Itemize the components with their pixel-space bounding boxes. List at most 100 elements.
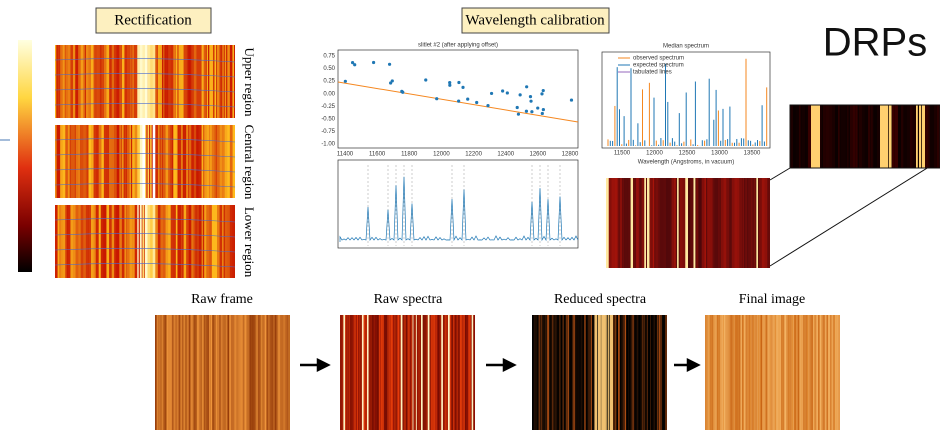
image-stripe: [111, 205, 116, 278]
image-stripe: [116, 45, 121, 118]
legend-label: observed spectrum: [633, 56, 684, 62]
image-stripe: [545, 315, 547, 430]
image-stripe: [444, 315, 447, 430]
scatter-point: [353, 63, 357, 67]
image-stripe: [98, 45, 101, 118]
image-stripe: [777, 315, 779, 430]
image-stripe: [760, 315, 763, 430]
image-stripe: [222, 125, 226, 198]
image-stripe: [889, 105, 892, 168]
image-stripe: [718, 178, 720, 268]
image-stripe: [83, 205, 87, 278]
image-stripe: [582, 315, 584, 430]
image-stripe: [227, 315, 230, 430]
plot-frame: [337, 49, 579, 149]
image-stripe: [170, 45, 174, 118]
image-stripe: [834, 315, 837, 430]
image-stripe: [599, 315, 601, 430]
image-stripe: [246, 315, 248, 430]
image-stripe: [225, 315, 228, 430]
scatter-point: [536, 106, 540, 110]
image-stripe: [230, 315, 234, 430]
image-stripe: [111, 45, 115, 118]
image-stripe: [451, 315, 454, 430]
image-stripe: [540, 315, 543, 430]
image-stripe: [925, 105, 929, 168]
image-stripe: [901, 105, 904, 168]
image-stripe: [209, 45, 213, 118]
image-stripe: [119, 45, 122, 118]
image-stripe: [759, 178, 763, 268]
image-stripe: [816, 315, 818, 430]
image-stripe: [249, 315, 252, 430]
image-stripe: [607, 315, 609, 430]
image-stripe: [165, 205, 170, 278]
plot-title: slitlet #2 (after applying offset): [418, 43, 498, 49]
image-stripe: [219, 45, 222, 118]
image-stripe: [784, 315, 787, 430]
image-stripe: [640, 315, 642, 430]
scatter-point: [475, 100, 479, 105]
image-stripe: [826, 315, 828, 430]
image-stripe: [176, 315, 179, 430]
image-stripe: [217, 315, 220, 430]
image-stripe: [708, 315, 710, 430]
image-stripe: [91, 205, 95, 278]
image-stripe: [786, 315, 789, 430]
image-stripe: [743, 315, 747, 430]
image-stripe: [466, 315, 468, 430]
image-stripe: [195, 315, 197, 430]
image-stripe: [417, 315, 420, 430]
image-stripe: [121, 205, 126, 278]
image-stripe: [895, 105, 899, 168]
image-stripe: [712, 178, 715, 268]
image-stripe: [770, 315, 773, 430]
image-stripe: [596, 315, 598, 430]
image-stripe: [394, 315, 396, 430]
image-stripe: [252, 315, 255, 430]
image-stripe: [367, 315, 369, 430]
image-stripe: [454, 315, 457, 430]
section-title: Wavelength calibration: [465, 12, 605, 28]
image-stripe: [802, 315, 805, 430]
scatter-point: [461, 85, 465, 89]
image-stripe: [732, 315, 734, 430]
image-stripe: [402, 315, 405, 430]
image-stripe: [132, 125, 136, 198]
image-stripe: [456, 315, 459, 430]
image-stripe: [183, 315, 185, 430]
image-stripe: [791, 315, 792, 430]
image-stripe: [163, 315, 166, 430]
image-stripe: [619, 315, 622, 430]
scatter-point: [350, 61, 355, 65]
image-stripe: [853, 105, 856, 168]
image-stripe: [730, 315, 733, 430]
image-stripe: [750, 178, 753, 268]
image-stripe: [170, 315, 173, 430]
image-stripe: [382, 315, 385, 430]
trace-line: [54, 168, 236, 173]
image-stripe: [685, 178, 690, 268]
image-stripe: [390, 315, 393, 430]
image-stripe: [829, 105, 833, 168]
image-stripe: [674, 178, 676, 268]
arrows: [300, 357, 701, 373]
scatter-point: [457, 99, 461, 103]
image-stripe: [211, 125, 215, 198]
image-stripe: [636, 315, 639, 430]
image-stripe: [757, 315, 759, 430]
image-stripe: [395, 315, 398, 430]
image-stripe: [647, 178, 650, 268]
image-stripe: [114, 125, 118, 198]
image-stripe: [259, 315, 261, 430]
image-stripe: [182, 315, 184, 430]
image-stripe: [360, 315, 362, 430]
image-stripe: [619, 178, 623, 268]
image-stripe: [643, 315, 646, 430]
image-stripe: [811, 105, 816, 168]
image-stripe: [139, 45, 144, 118]
image-stripe: [219, 205, 223, 278]
image-stripe: [634, 315, 637, 430]
x-tick-label: 12000: [646, 151, 663, 157]
